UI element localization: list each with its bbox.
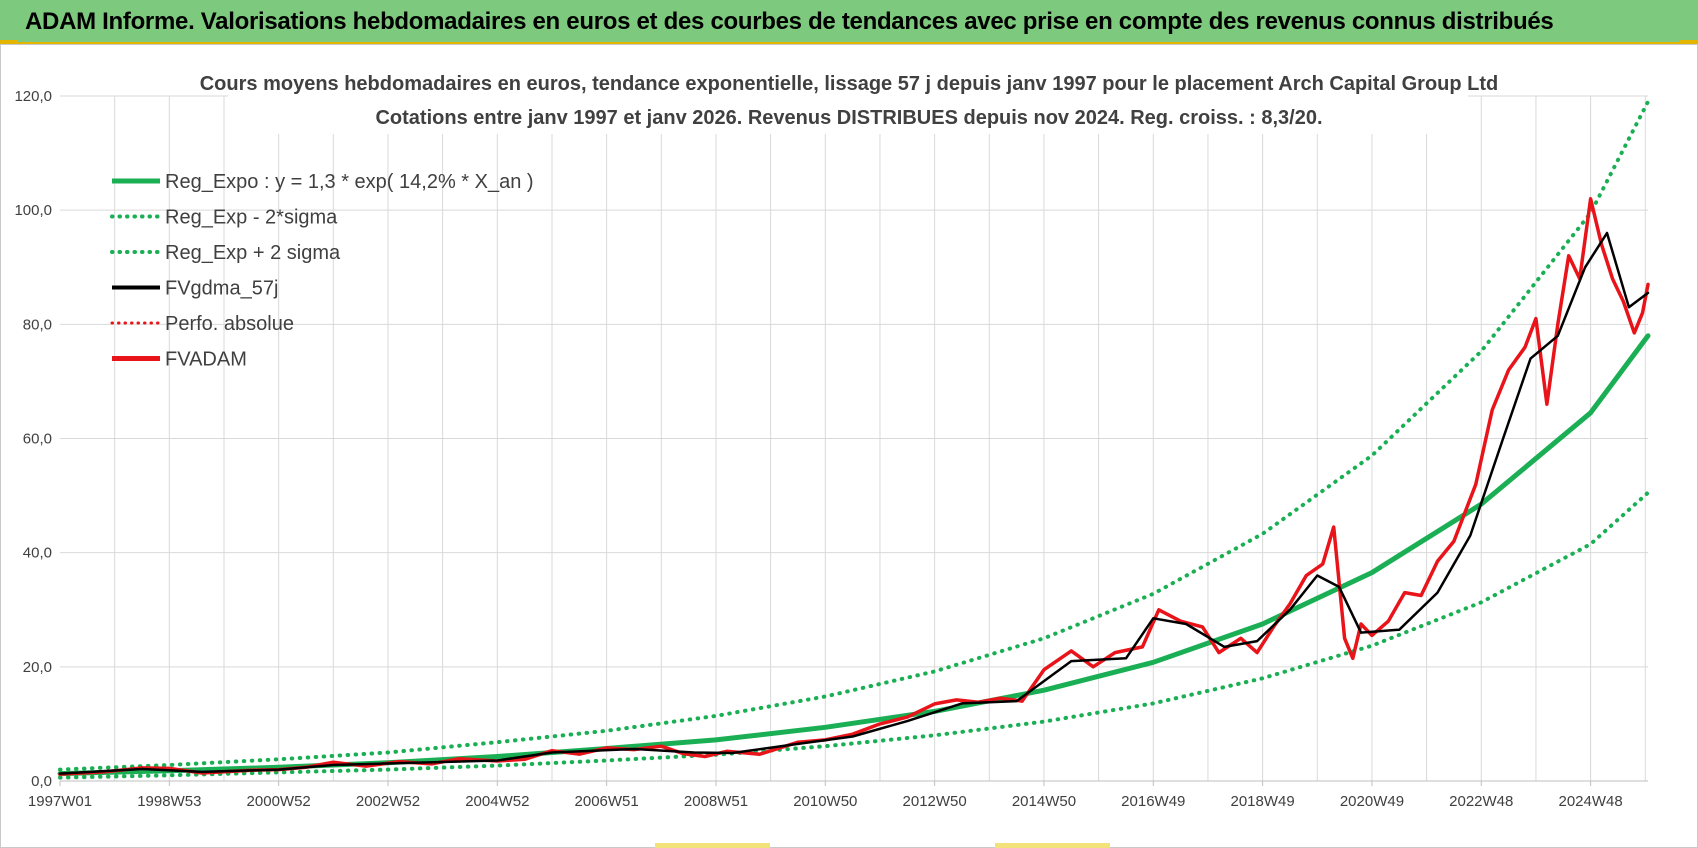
y-tick-label: 0,0 xyxy=(31,773,52,790)
x-tick-label: 2010W50 xyxy=(793,793,857,810)
report-title: ADAM Informe. Valorisations hebdomadaire… xyxy=(25,8,1554,35)
x-axis-ticks: 1997W01 1998W53 2000W52 2002W52 2004W52 2006W… xyxy=(28,781,1623,810)
legend-label: Reg_Exp - 2*sigma xyxy=(165,207,338,229)
chart-legend: Reg_Expo : y = 1,3 * exp( 14,2% * X_an )… xyxy=(110,171,534,371)
bottom-accent-1 xyxy=(655,843,770,848)
chart-grid xyxy=(60,95,1648,782)
x-tick-label: 2002W52 xyxy=(356,793,420,810)
x-tick-label: 2020W49 xyxy=(1340,793,1404,810)
series-line-reg-exp-2-sigma xyxy=(58,99,1650,772)
title-background xyxy=(228,70,1468,134)
y-axis-ticks: 0,0 20,0 40,0 60,0 80,0 100,0 120,0 xyxy=(14,88,52,790)
x-tick-label: 2000W52 xyxy=(247,793,311,810)
y-tick-label: 20,0 xyxy=(23,659,52,676)
y-tick-label: 40,0 xyxy=(23,545,52,562)
x-tick-label: 2008W51 xyxy=(684,793,748,810)
bottom-accent-2 xyxy=(995,843,1110,848)
legend-label: FVgdma_57j xyxy=(165,278,278,300)
x-tick-label: 2024W48 xyxy=(1558,793,1622,810)
series-line-fvgdma-57j xyxy=(58,231,1650,775)
y-tick-label: 120,0 xyxy=(14,88,52,105)
legend-label: Reg_Exp + 2 sigma xyxy=(165,242,341,264)
x-tick-label: 2014W50 xyxy=(1012,793,1076,810)
x-tick-label: 2018W49 xyxy=(1231,793,1295,810)
legend-label: FVADAM xyxy=(165,349,247,371)
report-banner: ADAM Informe. Valorisations hebdomadaire… xyxy=(0,0,1698,44)
legend-label: Perfo. absolue xyxy=(165,313,294,335)
y-tick-label: 60,0 xyxy=(23,431,52,448)
chart-series xyxy=(57,99,1651,780)
banner-corner-left xyxy=(0,40,18,45)
x-tick-label: 2004W52 xyxy=(465,793,529,810)
x-tick-label: 2006W51 xyxy=(575,793,639,810)
x-tick-label: 2012W50 xyxy=(903,793,967,810)
x-tick-label: 2022W48 xyxy=(1449,793,1513,810)
y-tick-label: 100,0 xyxy=(14,202,52,219)
x-tick-label: 1997W01 xyxy=(28,793,92,810)
x-tick-label: 1998W53 xyxy=(137,793,201,810)
chart-title-line2: Cotations entre janv 1997 et janv 2026. … xyxy=(375,107,1322,129)
legend-label: Reg_Expo : y = 1,3 * exp( 14,2% * X_an ) xyxy=(165,171,534,193)
y-tick-label: 80,0 xyxy=(23,316,52,333)
x-tick-label: 2016W49 xyxy=(1121,793,1185,810)
series-line-reg-exp-2-sigma xyxy=(58,490,1650,780)
banner-corner-right xyxy=(1680,40,1698,45)
chart-title-line1: Cours moyens hebdomadaires en euros, ten… xyxy=(200,73,1499,95)
series-line-fvadam xyxy=(58,197,1650,776)
series-line-reg-expo xyxy=(57,333,1651,777)
